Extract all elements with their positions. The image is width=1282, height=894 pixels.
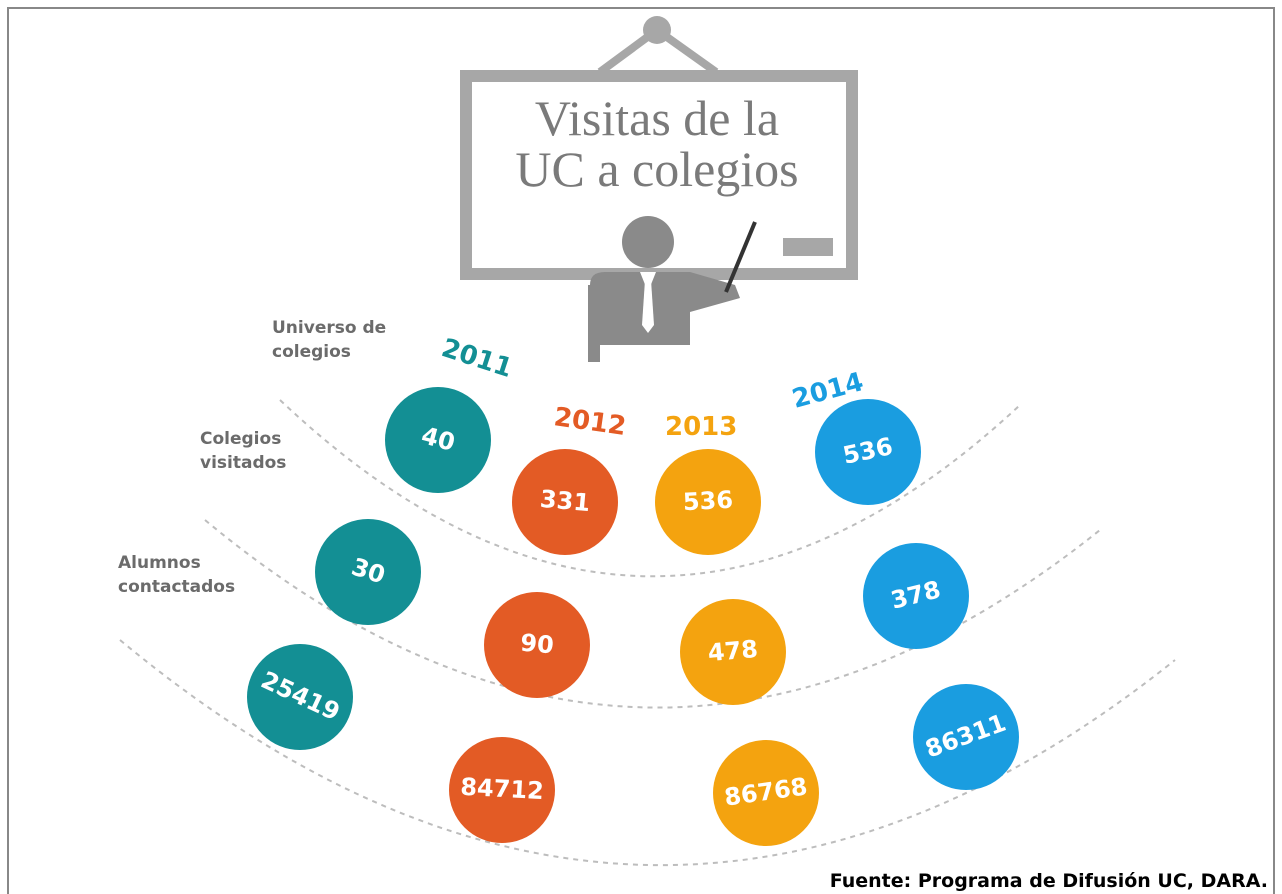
infographic: Visitas de la UC a colegios Fuente: Prog… — [0, 0, 1282, 894]
title-line: Visitas de la — [535, 90, 779, 146]
row-label: Colegios — [200, 429, 281, 449]
year-label: 2011 — [438, 333, 516, 384]
row-label: colegios — [272, 342, 351, 362]
title-line: UC a colegios — [515, 141, 798, 197]
year-label: 2012 — [552, 402, 628, 442]
value-label: 536 — [682, 486, 734, 517]
year-label: 2013 — [665, 412, 737, 442]
row-label: Universo de — [272, 318, 386, 338]
row-label: Alumnos — [118, 553, 201, 573]
value-label: 478 — [707, 635, 759, 667]
row-label: visitados — [200, 453, 286, 473]
value-label: 90 — [519, 629, 555, 660]
row-label: contactados — [118, 577, 235, 597]
value-label: 84712 — [460, 773, 545, 805]
value-label: 331 — [539, 485, 591, 517]
source: Fuente: Programa de Difusión UC, DARA. — [830, 870, 1268, 892]
